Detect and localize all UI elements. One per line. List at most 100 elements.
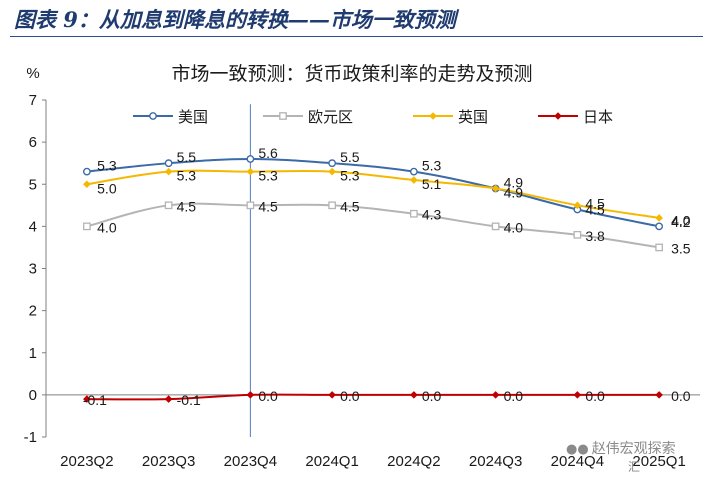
data-point — [410, 176, 418, 184]
series-3 — [83, 167, 663, 222]
data-point — [164, 201, 173, 210]
data-point — [328, 391, 336, 399]
data-point — [328, 159, 337, 168]
data-label: 4.0 — [504, 219, 524, 235]
legend-swatch-marker — [554, 112, 562, 120]
data-point — [246, 391, 255, 399]
y-tick-label: 6 — [29, 134, 37, 151]
series-layer — [82, 155, 664, 403]
x-tick-label: 2025Q1 — [632, 453, 685, 470]
data-point — [655, 243, 663, 252]
data-label: 0.0 — [258, 388, 278, 404]
data-point — [655, 391, 663, 399]
data-label: 4.2 — [671, 214, 691, 230]
watermark-sub: 汇 — [628, 460, 641, 474]
data-point — [491, 222, 500, 231]
data-label: 0.0 — [340, 388, 360, 404]
data-label: 5.1 — [422, 176, 442, 192]
data-label: 5.3 — [340, 168, 360, 184]
y-tick-label: 4 — [29, 218, 37, 235]
data-label: -0.1 — [177, 392, 201, 408]
legend-label: 日本 — [583, 108, 613, 126]
data-label: 5.3 — [97, 158, 117, 174]
data-label: 4.5 — [340, 198, 360, 214]
legend-item: 美国 — [133, 108, 208, 126]
data-label: 5.0 — [97, 180, 117, 196]
y-axis-unit: % — [26, 65, 39, 82]
y-tick-label: 7 — [29, 92, 37, 109]
data-point — [573, 201, 582, 210]
data-point — [246, 167, 255, 176]
x-tick-label: 2023Q3 — [142, 453, 195, 470]
data-label: 5.3 — [422, 158, 442, 174]
legend-swatch-marker — [279, 112, 287, 120]
chart-title: 市场一致预测：货币政策利率的走势及预测 — [171, 63, 532, 85]
data-point — [164, 167, 173, 176]
legend-item: 英国 — [413, 108, 488, 126]
data-label: 4.0 — [671, 212, 691, 228]
x-tick-label: 2024Q2 — [387, 453, 440, 470]
series-line — [86, 169, 660, 219]
data-label: 5.6 — [258, 145, 278, 161]
data-label: 3.8 — [585, 228, 605, 244]
legend-label: 欧元区 — [308, 108, 353, 126]
data-label: 4.5 — [585, 196, 605, 212]
data-point — [573, 230, 582, 239]
legend-item: 日本 — [538, 108, 613, 126]
legend-item: 欧元区 — [263, 108, 353, 126]
y-tick-label: 1 — [29, 345, 37, 362]
data-label: 5.5 — [177, 149, 197, 165]
data-point — [409, 167, 418, 176]
y-tick-label: 2 — [29, 303, 37, 320]
data-label: 4.9 — [504, 184, 524, 200]
series-line — [86, 157, 660, 228]
data-point — [328, 167, 336, 176]
data-point — [164, 159, 173, 168]
series-line — [86, 393, 660, 401]
data-point — [328, 201, 336, 210]
data-point — [246, 201, 255, 210]
data-point — [491, 391, 500, 399]
data-point — [82, 167, 91, 176]
data-point — [83, 222, 91, 231]
y-tick-label: 5 — [29, 176, 37, 193]
data-labels-layer: 5.35.5 5.6 5.55.34.94.54.04.04.5 4.5 4.54.34… — [83, 145, 691, 408]
x-tick-label: 2023Q4 — [224, 453, 277, 470]
header-rule — [10, 36, 703, 37]
legend-label: 英国 — [458, 108, 488, 126]
data-label: 0.0 — [671, 388, 691, 404]
data-label: 4.5 — [258, 198, 278, 214]
data-label: 0.0 — [422, 388, 442, 404]
data-label: 3.5 — [671, 240, 691, 256]
x-tick-label: 2024Q1 — [305, 453, 358, 470]
data-point — [573, 391, 582, 399]
data-point — [410, 209, 418, 218]
data-label: 4.5 — [585, 201, 605, 217]
legend: 美国 欧元区 英国 日本 — [133, 108, 613, 126]
y-axis: -1 0 1 2 3 4 5 6 7 — [24, 92, 47, 446]
series-1 — [82, 155, 664, 231]
data-label: 5.3 — [258, 168, 278, 184]
data-point — [83, 395, 91, 403]
data-label: -0.1 — [83, 392, 107, 408]
data-label: 5.5 — [340, 149, 360, 165]
data-point — [246, 155, 255, 163]
watermark: ●● 赵伟宏观探索 — [566, 438, 676, 458]
y-tick-label: -1 — [24, 429, 37, 446]
legend-label: 美国 — [178, 108, 208, 126]
data-label: 4.9 — [504, 174, 524, 190]
header-title: 图表 9：从加息到降息的转换——市场一致预测 — [14, 7, 456, 32]
y-tick-label: 3 — [29, 261, 37, 278]
x-tick-label: 2023Q2 — [60, 453, 113, 470]
data-label: 4.5 — [177, 198, 197, 214]
legend-swatch-marker — [429, 112, 437, 120]
data-point — [491, 184, 500, 193]
series-line — [86, 202, 660, 249]
wechat-icon: ●● — [566, 442, 589, 457]
data-label: 5.3 — [177, 168, 197, 184]
series-4 — [83, 391, 663, 403]
data-point — [655, 222, 664, 231]
x-tick-label: 2024Q3 — [469, 453, 522, 470]
data-point — [655, 214, 663, 222]
